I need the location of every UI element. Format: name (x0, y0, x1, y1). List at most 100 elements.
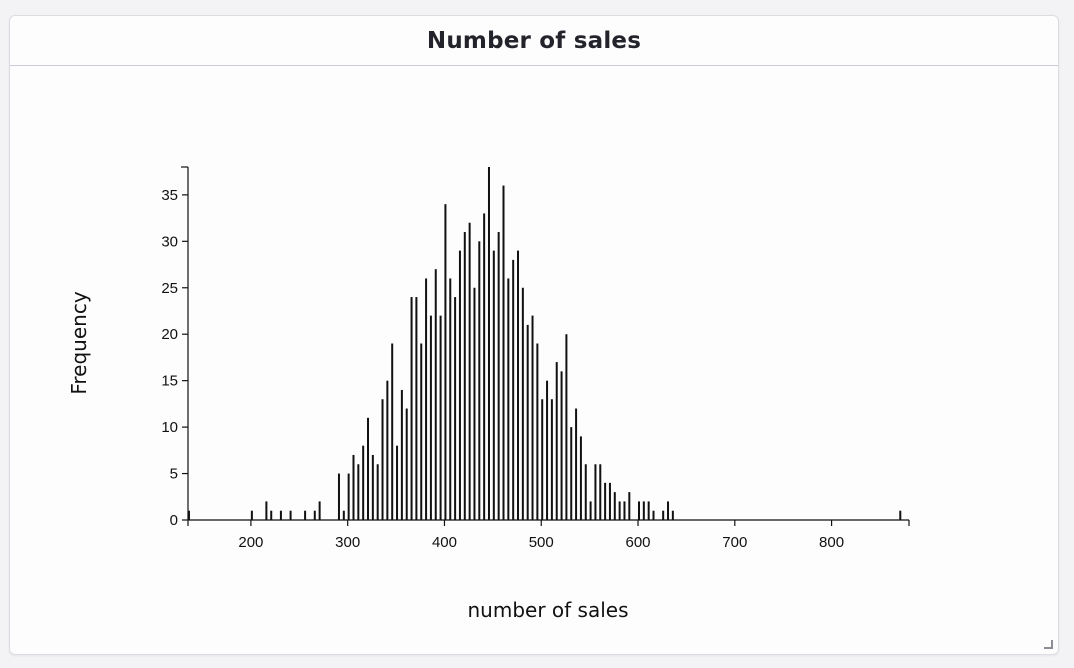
histogram-bar (400, 389, 403, 520)
y-tick-label: 15 (161, 373, 178, 390)
histogram-bar (536, 343, 539, 520)
histogram-bar (594, 464, 597, 520)
card-header: Number of sales (10, 16, 1058, 66)
histogram-bar (575, 408, 578, 520)
histogram-bar (478, 241, 481, 520)
card-title: Number of sales (426, 27, 642, 54)
histogram-bar (487, 167, 490, 520)
histogram-bar (671, 510, 674, 520)
histogram-bar (381, 399, 384, 520)
histogram-bar (396, 445, 399, 520)
histogram-bar (647, 501, 650, 520)
y-axis-label: Frequency (67, 291, 91, 394)
histogram-bar (550, 399, 553, 520)
histogram-bar (279, 510, 282, 520)
y-tick-label: 30 (161, 233, 178, 250)
histogram-bar (468, 222, 471, 521)
histogram-bar (187, 510, 190, 520)
histogram-bar (376, 464, 379, 520)
histogram-bar (391, 343, 394, 520)
resize-handle[interactable] (1044, 640, 1053, 649)
histogram-bar (599, 464, 602, 520)
histogram-bar (449, 278, 452, 520)
y-tick-label: 10 (161, 419, 178, 436)
histogram-bar (526, 324, 529, 520)
histogram-bar (517, 250, 520, 521)
histogram-bar (637, 501, 640, 520)
histogram-bar (313, 510, 316, 520)
histogram-bar (546, 380, 549, 520)
histogram-bar (429, 315, 432, 520)
x-tick-label: 200 (238, 534, 263, 551)
histogram-bar (555, 362, 558, 520)
histogram-bar (497, 232, 500, 520)
histogram-bar (589, 501, 592, 520)
histogram-bar (613, 492, 616, 520)
histogram-bar (473, 287, 476, 520)
histogram-bar (560, 371, 563, 520)
y-tick-label: 20 (161, 326, 178, 343)
x-tick-label: 500 (529, 534, 554, 551)
x-tick-label: 300 (335, 534, 360, 551)
histogram-bar (318, 501, 321, 520)
histogram-bar (492, 250, 495, 521)
y-tick-label: 5 (170, 466, 178, 483)
histogram-bar (512, 259, 515, 520)
histogram-bar (347, 473, 350, 520)
histogram-bar (352, 454, 355, 520)
histogram-bar (502, 185, 505, 520)
histogram-bar (304, 510, 307, 520)
y-tick-label: 0 (170, 512, 178, 529)
histogram-bar (425, 278, 428, 520)
histogram-bar (899, 510, 902, 520)
histogram-bar (410, 297, 413, 520)
histogram-bar (357, 464, 360, 520)
histogram-bar (250, 510, 253, 520)
histogram-bar (662, 510, 665, 520)
x-axis-label: number of sales (467, 598, 628, 622)
histogram-bar (521, 287, 524, 520)
x-tick-label: 400 (432, 534, 457, 551)
histogram-bar (652, 510, 655, 520)
histogram-bar (371, 454, 374, 520)
histogram-bar (541, 399, 544, 520)
histogram-bar (642, 501, 645, 520)
histogram-bar (570, 427, 573, 520)
histogram-bar (289, 510, 292, 520)
histogram-bar (507, 278, 510, 520)
histogram-bar (483, 213, 486, 520)
histogram-bar (608, 482, 611, 520)
histogram-bar (584, 464, 587, 520)
histogram-bar (270, 510, 273, 520)
histogram-bar (458, 250, 461, 521)
histogram-bar (623, 501, 626, 520)
histogram-bar (628, 492, 631, 520)
histogram-bar (454, 297, 457, 520)
y-tick-label: 35 (161, 187, 178, 204)
histogram-bar (362, 445, 365, 520)
bars-group (187, 167, 902, 521)
x-tick-label: 800 (819, 534, 844, 551)
histogram-bar (386, 380, 389, 520)
histogram-bar (444, 204, 447, 520)
histogram-bar (565, 334, 568, 520)
histogram-bar (531, 315, 534, 520)
histogram-chart: 0 5 10 15 20 25 30 35 200 300 400 500 600 700 800 Freq… (67, 166, 910, 622)
histogram-bar (604, 482, 607, 520)
histogram-bar (415, 297, 418, 520)
histogram-bar (463, 232, 466, 520)
histogram-bar (618, 501, 621, 520)
histogram-bar (439, 315, 442, 520)
y-tick-label: 25 (161, 280, 178, 297)
histogram-bar (265, 501, 268, 520)
axes-group: 0 5 10 15 20 25 30 35 200 300 400 500 600 700 800 (161, 166, 910, 551)
histogram-bar (579, 436, 582, 520)
histogram-bar (420, 343, 423, 520)
x-tick-label: 700 (722, 534, 747, 551)
histogram-bar (405, 408, 408, 520)
x-tick-label: 600 (626, 534, 651, 551)
histogram-bar (434, 269, 437, 520)
histogram-bar (367, 417, 370, 520)
chart-card: Number of sales 0 5 10 15 20 25 30 35 200 300 400 5… (9, 15, 1059, 655)
histogram-bar (667, 501, 670, 520)
